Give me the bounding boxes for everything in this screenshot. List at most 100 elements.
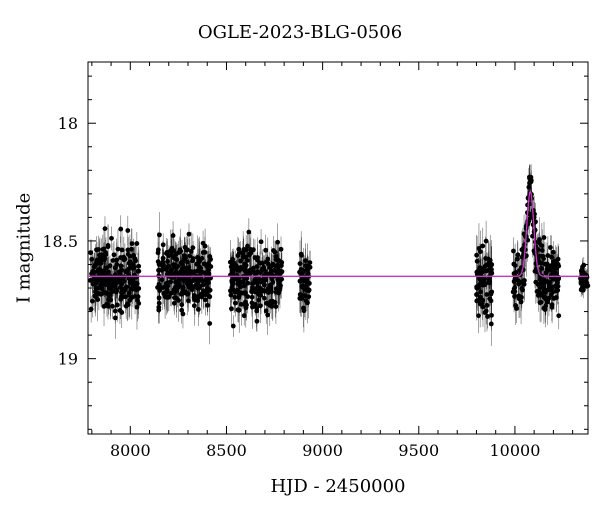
data-point — [547, 245, 553, 250]
data-point — [582, 277, 588, 283]
data-point — [180, 286, 186, 292]
data-point — [241, 246, 247, 252]
data-point — [172, 285, 178, 290]
data-point — [534, 288, 540, 294]
data-point — [191, 303, 197, 309]
data-point — [156, 300, 162, 306]
data-point — [136, 286, 142, 291]
data-point — [171, 300, 177, 306]
data-point — [204, 281, 210, 287]
data-point — [192, 297, 198, 303]
data-point — [515, 252, 521, 258]
data-point — [134, 281, 140, 287]
data-point — [476, 313, 481, 319]
data-point — [248, 250, 254, 256]
data-point — [580, 271, 586, 277]
data-point — [94, 260, 100, 266]
data-point — [274, 269, 280, 275]
data-point — [297, 261, 303, 266]
data-point — [514, 306, 519, 311]
y-tick-label: 18.5 — [42, 232, 78, 251]
data-point — [478, 267, 484, 272]
data-point — [102, 226, 108, 232]
data-point — [486, 267, 492, 273]
data-point — [90, 269, 96, 274]
data-point — [279, 263, 284, 269]
data-point — [195, 268, 201, 274]
data-point — [256, 277, 262, 283]
data-point — [551, 295, 557, 301]
data-point — [546, 295, 552, 301]
data-point — [104, 282, 110, 288]
data-point — [267, 265, 273, 270]
data-point — [107, 292, 112, 298]
data-point — [178, 260, 184, 266]
data-point — [306, 294, 312, 300]
data-point — [183, 255, 188, 261]
data-point — [556, 313, 562, 319]
chart-title: OGLE-2023-BLG-0506 — [197, 22, 403, 43]
data-point — [118, 263, 124, 269]
data-point — [115, 246, 121, 252]
data-point — [111, 252, 117, 258]
data-point — [243, 299, 248, 305]
data-points — [87, 164, 591, 347]
plot-frame — [87, 61, 589, 435]
data-point — [129, 263, 135, 269]
x-tick-label: 9000 — [302, 441, 343, 460]
data-point — [129, 295, 135, 301]
data-point — [254, 286, 259, 292]
data-point — [526, 184, 532, 190]
data-point — [202, 297, 208, 303]
data-point — [170, 233, 176, 238]
data-point — [474, 252, 480, 258]
data-point — [236, 294, 242, 300]
data-point — [263, 247, 269, 253]
data-point — [190, 256, 196, 261]
data-point — [259, 260, 265, 266]
data-point — [256, 297, 262, 303]
data-point — [261, 288, 267, 294]
data-point — [477, 249, 483, 255]
data-point — [114, 257, 120, 263]
data-point — [199, 291, 204, 297]
data-point — [198, 274, 204, 280]
x-tick-label: 10000 — [489, 441, 540, 460]
data-point — [243, 254, 249, 260]
data-point — [476, 297, 481, 303]
data-point — [186, 231, 192, 237]
data-point — [105, 243, 111, 248]
data-point — [157, 232, 162, 238]
data-point — [580, 264, 585, 270]
data-point — [305, 267, 310, 273]
x-tick-label: 8000 — [110, 441, 151, 460]
data-point — [202, 243, 208, 249]
data-point — [541, 277, 547, 283]
data-point — [516, 281, 522, 287]
data-point — [88, 250, 93, 256]
data-point — [272, 249, 278, 255]
data-point — [102, 256, 108, 262]
data-point — [135, 298, 140, 303]
data-point — [269, 303, 275, 309]
data-point — [88, 306, 94, 312]
data-point — [112, 265, 118, 270]
data-point — [206, 293, 211, 299]
data-point — [477, 301, 483, 307]
data-point — [207, 321, 213, 326]
data-point — [114, 287, 120, 293]
data-point — [131, 284, 137, 290]
data-point — [171, 262, 177, 268]
data-point — [484, 262, 490, 268]
data-point — [489, 289, 495, 295]
data-point — [179, 302, 185, 308]
data-point — [303, 279, 309, 285]
data-point — [480, 243, 486, 249]
data-point — [160, 265, 166, 271]
x-tick-label: 9500 — [398, 441, 439, 460]
data-point — [254, 318, 260, 324]
data-point — [541, 235, 547, 240]
data-point — [232, 294, 238, 300]
